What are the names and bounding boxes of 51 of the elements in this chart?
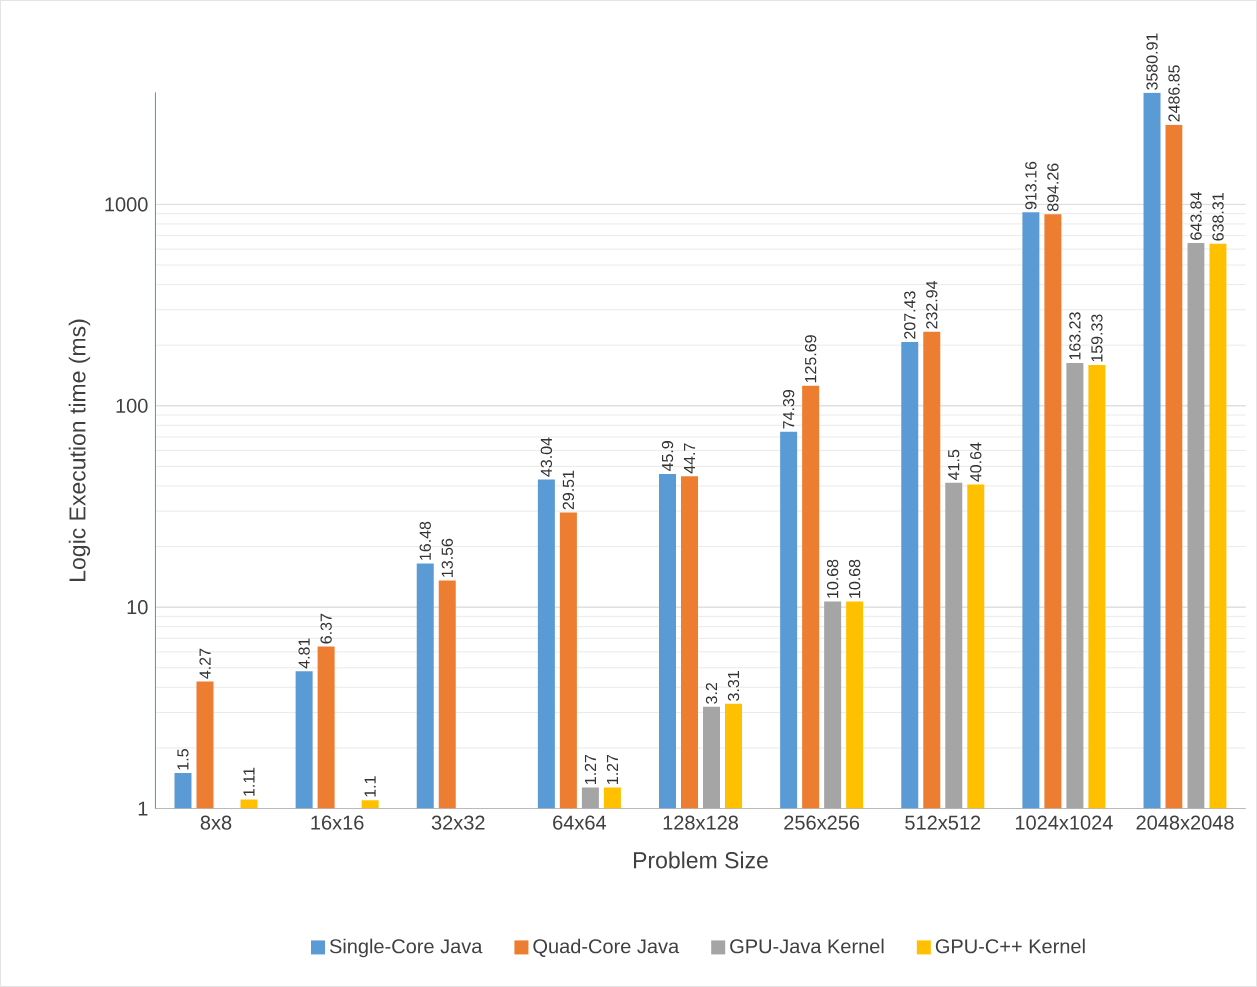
legend-label: Quad-Core Java <box>533 938 680 957</box>
x-tick-label: 8x8 <box>200 815 232 830</box>
y-tick-label: 10 <box>127 600 148 615</box>
data-label: 125.69 <box>804 335 817 383</box>
legend-label: GPU-C++ Kernel <box>935 938 1085 954</box>
data-label: 3.2 <box>705 682 718 704</box>
y-axis-title: Logic Execution time (ms) <box>68 319 91 581</box>
data-label: 13.56 <box>441 538 453 577</box>
y-tick-label: 1 <box>138 801 148 816</box>
x-axis-title: Problem Size <box>633 851 768 869</box>
legend-label: Single-Core Java <box>329 938 483 958</box>
data-label: 4.81 <box>298 638 310 669</box>
data-label: 1.27 <box>606 754 618 785</box>
y-tick-label: 100 <box>116 398 148 413</box>
data-label: 43.04 <box>540 437 553 477</box>
data-label: 1.5 <box>177 749 189 770</box>
data-label: 913.16 <box>1025 161 1037 210</box>
y-tick-label: 1000 <box>105 197 148 212</box>
x-tick-label: 512x512 <box>905 815 981 830</box>
data-label: 3580.91 <box>1146 33 1158 90</box>
x-tick-label: 128x128 <box>663 815 738 830</box>
data-label: 74.39 <box>782 390 795 429</box>
x-tick-label: 2048x2048 <box>1136 815 1234 830</box>
data-label: 1.27 <box>584 754 596 785</box>
data-label: 16.48 <box>419 521 431 560</box>
x-tick-label: 16x16 <box>311 815 364 830</box>
data-label: 10.68 <box>848 559 861 598</box>
data-label: 4.27 <box>199 648 211 679</box>
x-tick-label: 256x256 <box>784 815 860 830</box>
data-label: 159.33 <box>1091 314 1103 362</box>
data-label: 45.9 <box>661 441 674 472</box>
x-tick-label: 64x64 <box>553 815 607 830</box>
data-label: 3.31 <box>727 671 740 701</box>
data-label: 232.94 <box>926 280 938 329</box>
data-label: 6.37 <box>320 613 332 644</box>
data-label: 643.84 <box>1190 192 1202 240</box>
x-tick-label: 32x32 <box>431 815 485 830</box>
data-label: 29.51 <box>562 470 575 510</box>
data-label: 40.64 <box>970 442 982 482</box>
data-label: 44.7 <box>684 443 696 474</box>
data-label: 638.31 <box>1212 193 1224 241</box>
x-tick-label: 1024x1024 <box>1015 815 1113 830</box>
data-label: 207.43 <box>904 291 916 339</box>
legend-label: GPU-Java Kernel <box>730 938 884 954</box>
data-label: 894.26 <box>1047 163 1059 212</box>
data-label: 2486.85 <box>1168 65 1180 122</box>
data-label: 1.11 <box>243 767 255 796</box>
data-label: 1.1 <box>364 776 376 797</box>
data-label: 41.5 <box>948 449 960 480</box>
data-label: 10.68 <box>826 559 839 598</box>
data-label: 163.23 <box>1069 312 1081 360</box>
